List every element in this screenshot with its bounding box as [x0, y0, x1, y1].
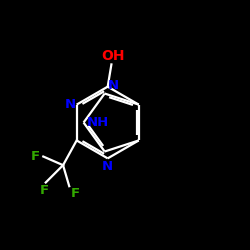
- Text: N: N: [108, 79, 119, 92]
- Text: F: F: [31, 150, 40, 163]
- Text: OH: OH: [101, 49, 124, 63]
- Text: N: N: [64, 98, 76, 111]
- Text: NH: NH: [86, 116, 109, 129]
- Text: F: F: [40, 184, 49, 197]
- Text: F: F: [70, 188, 80, 200]
- Text: N: N: [102, 160, 113, 172]
